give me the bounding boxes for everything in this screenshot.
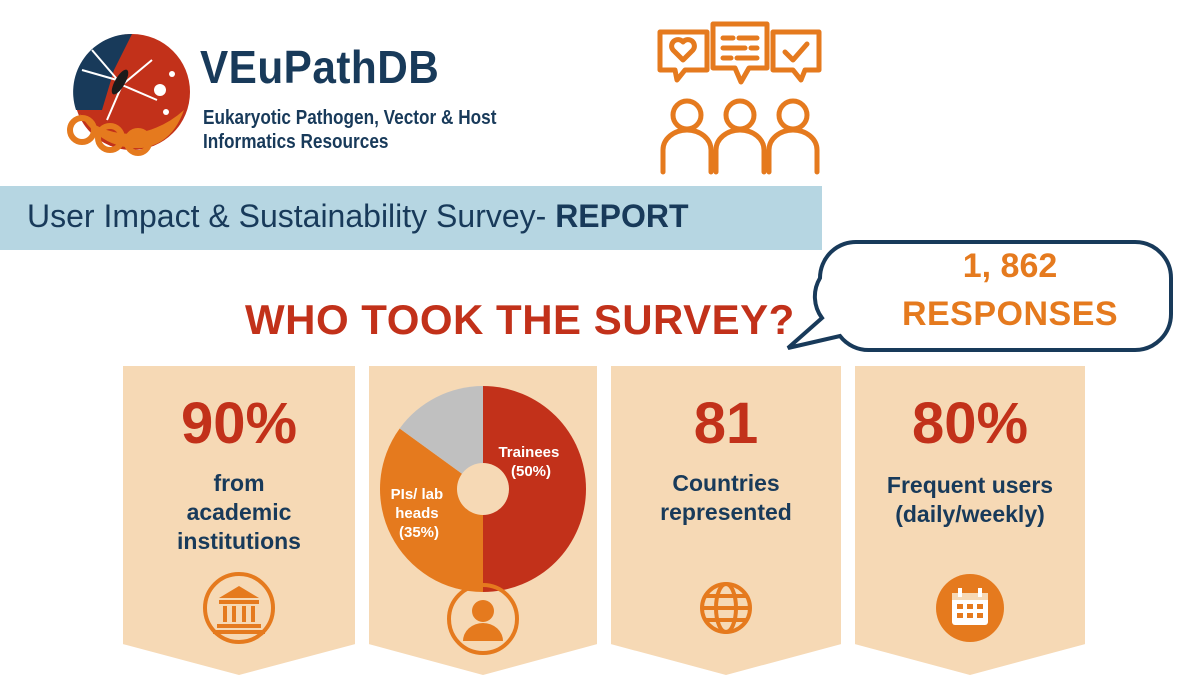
survey-question-heading: WHO TOOK THE SURVEY? [245,296,795,343]
report-banner [0,186,822,250]
brand-subtitle-line2: Informatics Resources [203,131,389,153]
stat-card-academic: 90% from academic institutions [123,366,355,675]
stat-label-line: institutions [177,528,301,554]
stat-card-frequent-users: 80% Frequent users (daily/weekly) [855,366,1085,675]
report-title-bold: REPORT [555,198,689,234]
stat-label-academic: from academic institutions [123,469,355,556]
stat-value-frequent: 80% [911,391,1029,456]
report-title: User Impact & Sustainability Survey- REP… [27,198,689,235]
stat-value-countries: 81 [693,391,759,456]
stat-label-line: Frequent users [886,472,1054,498]
brand-subtitle-line1: Eukaryotic Pathogen, Vector & Host [203,107,497,129]
stat-card-roles: Trainees (50%) PIs/ lab heads (35%) [369,366,597,675]
stat-value-academic: 90% [180,391,298,456]
pie-slice-trainees [483,386,586,592]
pie-slice-pis [380,428,483,592]
pie-label-line: PIs/ lab [391,486,444,503]
pie-label-trainees: Trainees (50%) [498,444,563,480]
stat-label-line: from [213,470,265,496]
veupathdb-logo [67,33,190,156]
stat-card-countries: 81 Countries represented [611,366,841,675]
brand-name: VEuPathDB [200,41,440,93]
roles-donut-chart: Trainees (50%) PIs/ lab heads (35%) [380,386,586,592]
stat-label-line: represented [660,499,792,525]
stat-label-frequent: Frequent users (daily/weekly) [855,471,1085,529]
responses-label: RESPONSES [901,295,1119,333]
report-title-text: User Impact & Sustainability Survey- [27,198,556,234]
donut-hole [457,463,509,515]
pie-label-pis: PIs/ lab heads (35%) [391,486,448,541]
speech-bubble [786,239,1173,353]
stat-label-line: Countries [672,470,780,496]
responses-count: 1, 862 [962,247,1058,285]
user-icon [447,583,519,655]
calendar-icon [936,574,1004,642]
stat-label-line: (daily/weekly) [895,501,1045,527]
feedback-people-icon [657,21,822,175]
stat-label-line: academic [186,499,292,525]
pie-label-line: (35%) [399,524,439,541]
stat-label-countries: Countries represented [611,469,841,527]
institution-icon [203,572,275,644]
pie-label-line: Trainees [498,444,559,461]
pie-slice-other [399,386,483,489]
globe-icon [700,582,752,634]
pie-label-line: heads [395,505,438,522]
pie-label-line: (50%) [511,463,551,480]
